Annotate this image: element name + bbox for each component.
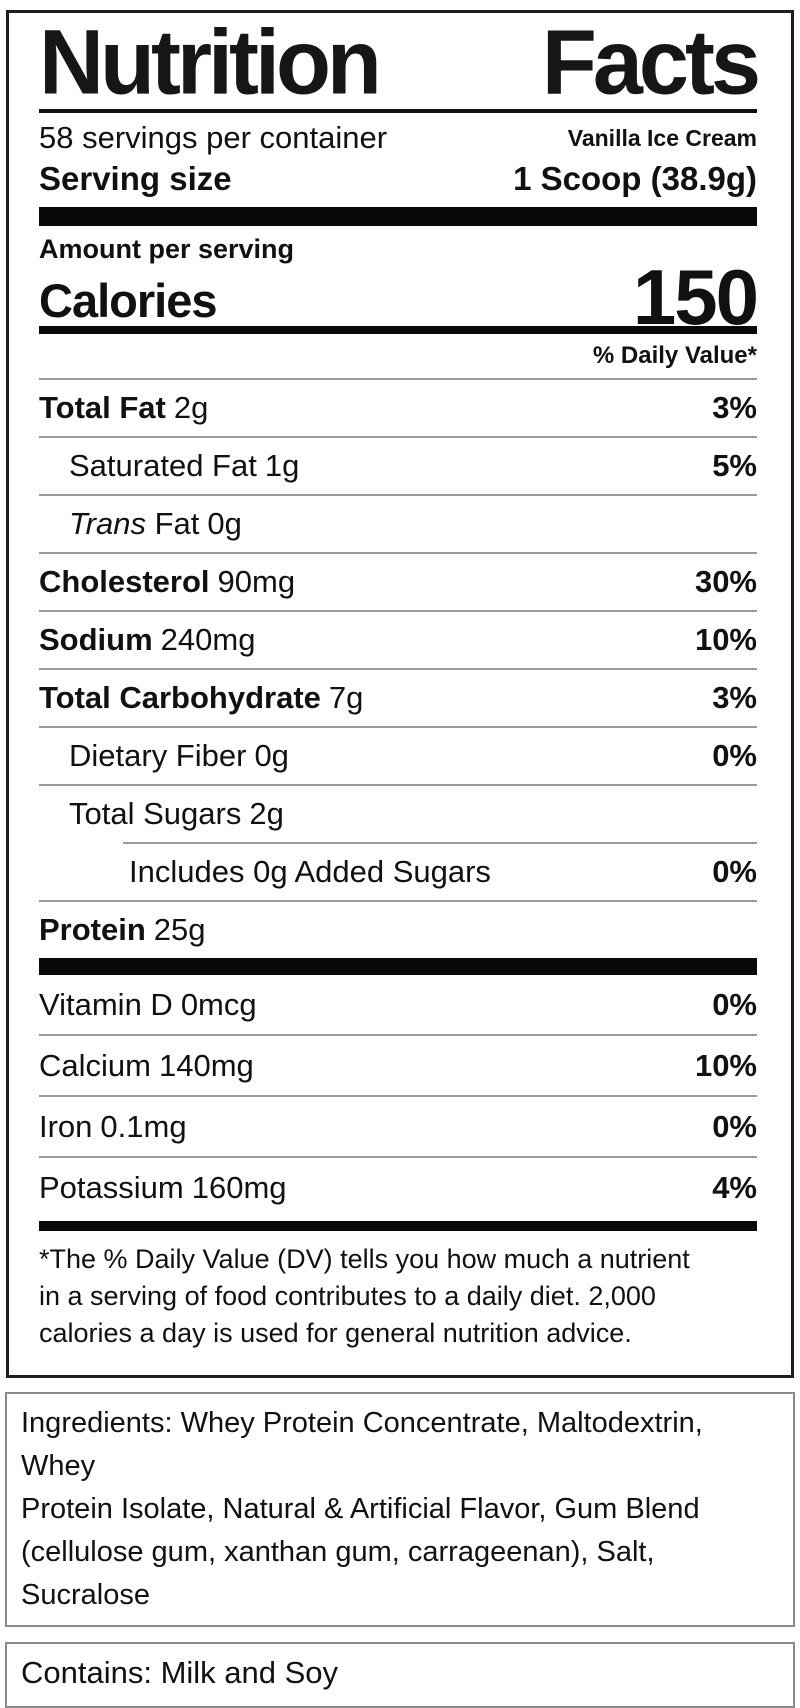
nutrient-row: Iron 0.1mg 0% xyxy=(39,1097,757,1156)
nutrient-row: Vitamin D 0mcg 0% xyxy=(39,975,757,1034)
serving-size-row: Serving size 1 Scoop (38.9g) xyxy=(39,157,757,201)
nutrient-amount: 2g xyxy=(249,796,284,831)
nutrient-row: Sodium 240mg 10% xyxy=(39,612,757,668)
nutrient-daily-value: 3% xyxy=(712,390,757,425)
nutrient-rows: Total Fat 2g 3% Saturated Fat 1g 5% Trans Fat 0… xyxy=(39,378,757,958)
nutrient-row: Total Carbohydrate 7g 3% xyxy=(39,670,757,726)
row-separator xyxy=(39,1095,757,1097)
nutrient-name-amount: Saturated Fat 1g xyxy=(69,448,300,483)
nutrient-row: Trans Fat 0g xyxy=(39,496,757,552)
row-separator xyxy=(39,668,757,670)
row-separator xyxy=(39,900,757,902)
vitamin-rows: Vitamin D 0mcg 0% Calcium 140mg 10% Iron 0.1mg 0… xyxy=(39,975,757,1217)
ingredients-text: Ingredients: Whey Protein Concentrate, M… xyxy=(21,1407,703,1611)
servings-row: 58 servings per container Vanilla Ice Cr… xyxy=(39,119,757,157)
nutrient-name-amount: Includes 0g Added Sugars xyxy=(129,854,491,889)
nutrient-daily-value: 0% xyxy=(712,1108,757,1144)
contains-text: Contains: Milk and Soy xyxy=(21,1655,339,1690)
row-separator xyxy=(39,552,757,554)
row-separator xyxy=(39,1034,757,1036)
nutrient-row: Protein 25g xyxy=(39,902,757,958)
row-separator xyxy=(123,842,757,844)
row-separator xyxy=(39,494,757,496)
row-separator xyxy=(39,784,757,786)
serving-size-value: 1 Scoop (38.9g) xyxy=(513,160,757,197)
nutrient-amount: 90mg xyxy=(217,564,296,599)
nutrient-daily-value: 10% xyxy=(694,1047,757,1083)
calories-divider-bar xyxy=(39,326,757,334)
nutrient-amount: 0.1mg xyxy=(100,1108,187,1144)
calories-row: Calories 150 xyxy=(39,253,759,341)
nutrient-daily-value: 0% xyxy=(712,738,757,773)
nutrient-daily-value: 30% xyxy=(694,564,757,599)
nutrient-row: Total Fat 2g 3% xyxy=(39,380,757,436)
nutrient-daily-value: 0% xyxy=(712,986,757,1022)
nutrient-daily-value: 10% xyxy=(694,622,757,657)
nutrient-name-amount: Total Carbohydrate 7g xyxy=(39,680,364,715)
nutrient-name-amount: Vitamin D 0mcg xyxy=(39,986,257,1022)
panel-title-word-2: Facts xyxy=(541,12,761,115)
nutrient-amount: 240mg xyxy=(160,622,256,657)
nutrient-amount: 0g xyxy=(254,738,289,773)
row-separator xyxy=(39,726,757,728)
row-separator xyxy=(39,378,757,380)
calories-value: 150 xyxy=(632,253,759,341)
nutrient-amount: 2g xyxy=(173,390,209,425)
nutrient-daily-value: 5% xyxy=(712,448,757,483)
nutrient-row: Potassium 160mg 4% xyxy=(39,1158,757,1217)
daily-value-header: % Daily Value* xyxy=(592,342,757,369)
nutrient-name-amount: Sodium 240mg xyxy=(39,622,256,657)
nutrient-row: Calcium 140mg 10% xyxy=(39,1036,757,1095)
nutrient-name-amount: Total Sugars 2g xyxy=(69,796,284,831)
nutrient-daily-value: 4% xyxy=(712,1169,757,1205)
contains-box: Contains: Milk and Soy xyxy=(5,1642,795,1708)
nutrient-amount: 140mg xyxy=(158,1047,254,1083)
nutrient-row: Total Sugars 2g xyxy=(39,786,757,842)
nutrient-name-amount: Iron 0.1mg xyxy=(39,1108,187,1144)
servings-per-container: 58 servings per container xyxy=(39,120,388,155)
nutrient-name-amount: Trans Fat 0g xyxy=(69,506,242,541)
nutrient-amount: 7g xyxy=(328,680,364,715)
nutrient-name-amount: Potassium 160mg xyxy=(39,1169,287,1205)
nutrient-amount: 0mcg xyxy=(180,986,257,1022)
amount-per-serving-label: Amount per serving xyxy=(39,234,295,264)
panel-title-word-1: Nutrition xyxy=(39,12,382,115)
daily-value-footnote: *The % Daily Value (DV) tells you how mu… xyxy=(39,1244,690,1348)
nutrient-name-amount: Protein 25g xyxy=(39,912,206,947)
calories-label: Calories xyxy=(39,274,217,327)
nutrient-amount: 25g xyxy=(153,912,206,947)
ingredients-box: Ingredients: Whey Protein Concentrate, M… xyxy=(5,1392,795,1627)
nutrient-amount: 160mg xyxy=(191,1169,287,1205)
nutrient-name-amount: Dietary Fiber 0g xyxy=(69,738,289,773)
panel-title: Nutrition Facts xyxy=(39,12,761,115)
flavor-name: Vanilla Ice Cream xyxy=(567,124,757,151)
nutrient-amount: 0g xyxy=(207,506,242,541)
row-separator xyxy=(39,1156,757,1158)
nutrient-name-amount: Calcium 140mg xyxy=(39,1047,254,1083)
row-separator xyxy=(39,610,757,612)
nutrient-row: Saturated Fat 1g 5% xyxy=(39,438,757,494)
row-separator xyxy=(39,436,757,438)
nutrient-row: Cholesterol 90mg 30% xyxy=(39,554,757,610)
nutrient-daily-value: 3% xyxy=(712,680,757,715)
nutrient-amount: 1g xyxy=(264,448,300,483)
nutrition-facts-panel: Nutrition Facts 58 servings per containe… xyxy=(6,10,794,1378)
nutrient-row: Dietary Fiber 0g 0% xyxy=(39,728,757,784)
nutrient-name-amount: Total Fat 2g xyxy=(39,390,209,425)
nutrient-row: Includes 0g Added Sugars 0% xyxy=(39,844,757,900)
nutrient-daily-value: 0% xyxy=(712,854,757,889)
section-bar-top xyxy=(39,207,757,226)
title-divider xyxy=(39,109,757,113)
section-bar-vitamins xyxy=(39,958,757,975)
nutrient-name-amount: Cholesterol 90mg xyxy=(39,564,296,599)
footnote-divider-bar xyxy=(39,1221,757,1231)
serving-size-label: Serving size xyxy=(39,160,232,197)
